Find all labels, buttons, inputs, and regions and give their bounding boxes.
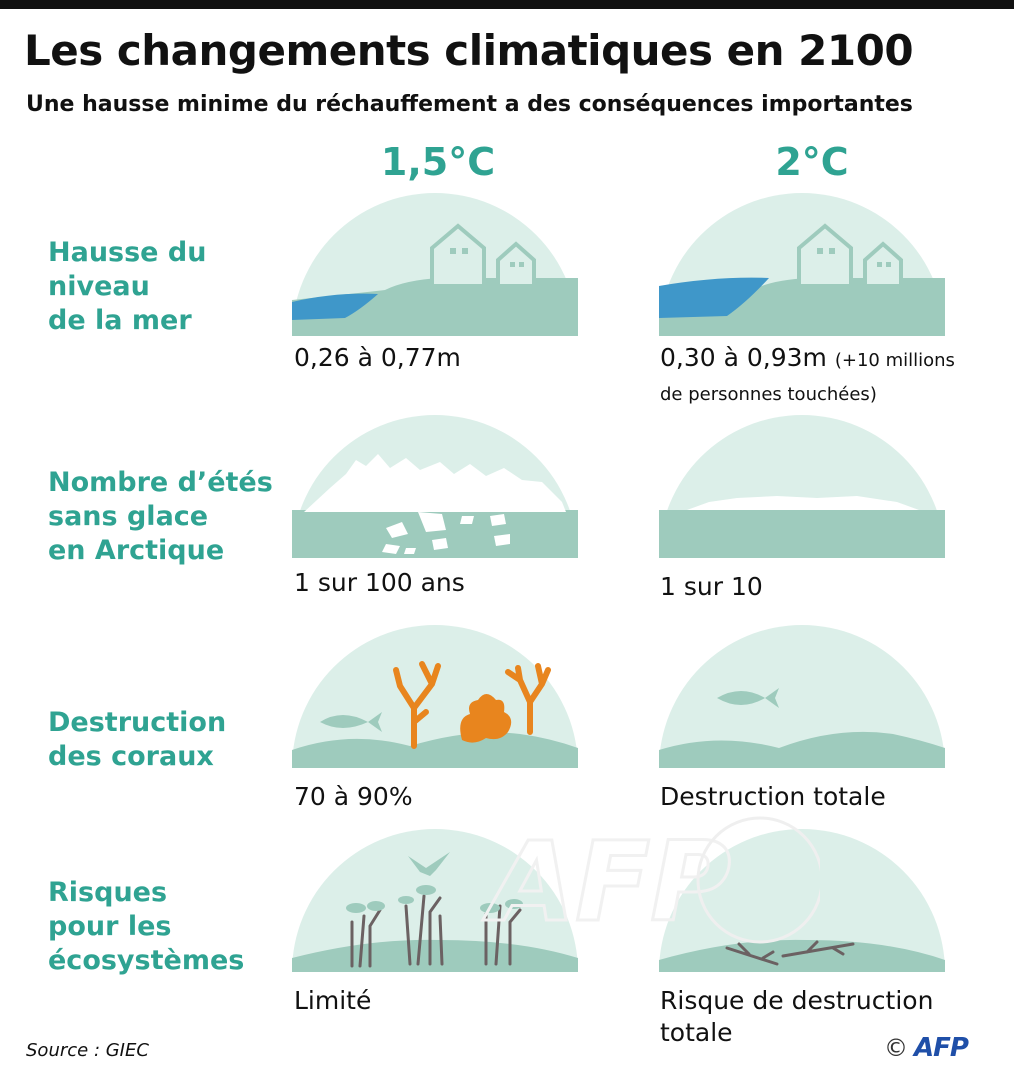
fallen-branches-icon [725,940,855,966]
coral-bush-icon [460,694,512,743]
row-label-sea-level: Hausse du niveau de la mer [48,237,207,336]
afp-credit: © AFP [884,1033,969,1063]
page-title: Les changements climatiques en 2100 [24,26,914,75]
caption-ecosystems-2c-line1: Risque de destruction [660,986,934,1015]
fish-icon [320,712,382,732]
caption-coral-1-5c: 70 à 90% [294,782,413,811]
coral-scene-2c [659,625,945,768]
caption-ecosystems-1-5c: Limité [294,986,372,1015]
caption-arctic-1-5c: 1 sur 100 ans [294,568,465,597]
ecosystem-scene-1-5c [292,829,578,972]
caption-sea-level-1-5c: 0,26 à 0,77m [294,343,461,372]
top-rule [0,0,1014,9]
caption-ecosystems-2c-line2: totale [660,1018,733,1047]
source-note: Source : GIEC [26,1040,149,1061]
fish-icon [717,688,779,708]
ecosystem-scene-2c [659,829,945,972]
sea-level-scene-2c [659,193,945,336]
caption-coral-2c: Destruction totale [660,782,886,811]
copyright-symbol: © [884,1034,908,1062]
house-icon [430,223,536,288]
column-header-2c: 2°C [775,140,849,184]
caption-sea-level-2c: 0,30 à 0,93m (+10 millions [660,343,955,372]
afp-logo: AFP [914,1033,969,1063]
page-subtitle: Une hausse minime du réchauffement a des… [26,92,913,117]
coral-scene-1-5c [292,625,578,768]
arctic-scene-1-5c [292,415,578,558]
row-label-coral: Destruction des coraux [48,707,227,772]
coral-icon [393,661,551,749]
caption-arctic-2c: 1 sur 10 [660,572,763,601]
column-header-1-5c: 1,5°C [380,140,496,184]
sea-level-scene-1-5c [292,193,578,336]
arctic-scene-2c [659,415,945,558]
row-label-ecosystems: Risques pour les écosystèmes [48,877,245,976]
row-label-arctic: Nombre d’étés sans glace en Arctique [48,467,273,566]
house-icon [797,223,903,288]
bird-icon [408,852,450,876]
caption-sea-level-2c-line2: de personnes touchées) [660,384,877,405]
